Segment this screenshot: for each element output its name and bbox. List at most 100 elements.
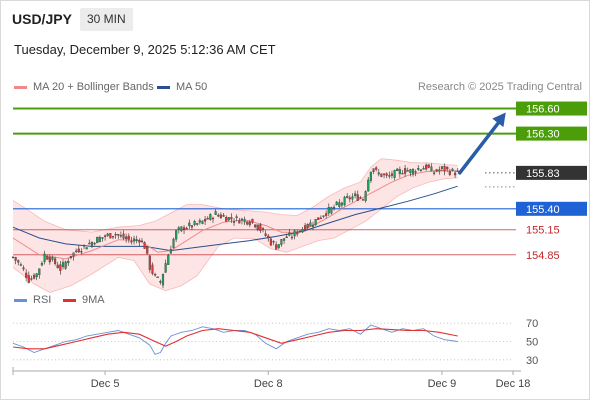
candle-body bbox=[448, 171, 451, 175]
candle-body bbox=[211, 217, 215, 220]
candle-body bbox=[146, 246, 149, 254]
copyright-label: Research © 2025 Trading Central bbox=[417, 81, 582, 93]
candle-body bbox=[406, 170, 409, 172]
candle-body bbox=[159, 281, 162, 283]
candle-body bbox=[106, 233, 109, 236]
candle-body bbox=[325, 213, 328, 216]
bollinger-lower-line bbox=[12, 177, 458, 293]
candle-body bbox=[138, 240, 141, 243]
candle-body bbox=[411, 168, 415, 175]
candle-body bbox=[338, 202, 341, 207]
candle-body bbox=[309, 222, 312, 227]
candle-body bbox=[14, 257, 17, 261]
candle-body bbox=[151, 264, 154, 274]
candle-body bbox=[96, 237, 99, 244]
candle-body bbox=[209, 214, 212, 220]
candle-body bbox=[54, 258, 57, 264]
bollinger-band-area bbox=[13, 158, 458, 293]
level-label-box-155-40 bbox=[516, 201, 587, 216]
candle-body bbox=[346, 196, 349, 198]
candle-body bbox=[51, 257, 54, 260]
candle-body bbox=[67, 260, 70, 264]
candle-body bbox=[438, 169, 441, 172]
candle-body bbox=[238, 220, 241, 224]
candle-body bbox=[93, 242, 96, 245]
candle-body bbox=[59, 264, 62, 271]
candle-body bbox=[409, 169, 412, 174]
candles-group bbox=[11, 163, 459, 289]
level-label-156-60: 156.60 bbox=[526, 104, 560, 116]
last-price-label-box bbox=[516, 165, 587, 180]
candle-body bbox=[148, 255, 151, 270]
candle-body bbox=[393, 169, 396, 178]
candle-body bbox=[267, 235, 270, 239]
candle-body bbox=[104, 235, 107, 237]
candle-body bbox=[185, 227, 188, 230]
candle-body bbox=[48, 257, 51, 263]
candle-body bbox=[417, 168, 420, 170]
candle-body bbox=[143, 242, 146, 249]
x-tick-label: Dec 5 bbox=[91, 378, 120, 390]
bollinger-upper-line bbox=[12, 158, 458, 233]
ma50-line bbox=[12, 185, 458, 252]
candle-body bbox=[22, 267, 25, 270]
candle-body bbox=[122, 233, 125, 239]
candle-body bbox=[196, 223, 199, 225]
rsi-tick-70: 70 bbox=[526, 318, 538, 330]
candle-body bbox=[380, 173, 383, 177]
candle-body bbox=[201, 220, 204, 224]
candle-body bbox=[269, 238, 272, 246]
legend-rsi-ma: 9MA bbox=[63, 294, 105, 306]
candle-body bbox=[377, 172, 380, 175]
candle-body bbox=[351, 196, 354, 200]
candle-body bbox=[109, 233, 112, 239]
candle-body bbox=[254, 224, 257, 228]
candle-body bbox=[275, 244, 278, 250]
candle-body bbox=[322, 215, 325, 217]
rsi-ma-line bbox=[12, 328, 458, 350]
candle-body bbox=[90, 242, 94, 247]
ma20-line bbox=[12, 169, 458, 260]
candle-body bbox=[404, 168, 407, 174]
candle-body bbox=[354, 193, 357, 196]
legend-ma20: MA 20 + Bollinger Bands bbox=[14, 81, 154, 93]
candle-body bbox=[206, 217, 209, 220]
candle-body bbox=[85, 247, 88, 250]
candle-body bbox=[369, 171, 372, 181]
candle-body bbox=[35, 273, 38, 278]
candle-body bbox=[261, 228, 265, 230]
candle-body bbox=[225, 217, 228, 222]
candle-body bbox=[117, 234, 120, 236]
datetime-label: Tuesday, December 9, 2025 5:12:36 AM CET bbox=[14, 42, 276, 57]
candle-body bbox=[127, 235, 130, 240]
candle-body bbox=[17, 260, 20, 263]
candle-body bbox=[290, 236, 294, 239]
candle-body bbox=[359, 197, 362, 199]
candle-body bbox=[167, 255, 170, 265]
candle-body bbox=[419, 169, 422, 172]
candle-body bbox=[30, 278, 33, 280]
candle-body bbox=[293, 230, 296, 237]
candle-body bbox=[304, 225, 307, 231]
candle-body bbox=[425, 164, 428, 170]
candle-body bbox=[272, 240, 275, 243]
legend-rsi: RSI bbox=[14, 294, 51, 306]
candle-body bbox=[135, 239, 138, 241]
candle-body bbox=[180, 226, 183, 232]
candle-body bbox=[227, 217, 230, 221]
candle-body bbox=[288, 232, 291, 236]
candle-body bbox=[98, 236, 101, 243]
candle-body bbox=[27, 275, 30, 283]
candle-body bbox=[314, 219, 317, 226]
candle-body bbox=[172, 238, 175, 248]
candle-body bbox=[282, 238, 286, 241]
candle-body bbox=[348, 197, 351, 200]
level-label-156-30: 156.30 bbox=[526, 129, 560, 141]
candle-body bbox=[77, 248, 80, 253]
legend-ma50: MA 50 bbox=[157, 81, 207, 93]
candle-body bbox=[259, 224, 262, 231]
candle-body bbox=[280, 238, 283, 245]
timeframe-badge[interactable]: 30 MIN bbox=[80, 8, 133, 31]
ma20-label: MA 20 + Bollinger Bands bbox=[33, 81, 154, 93]
